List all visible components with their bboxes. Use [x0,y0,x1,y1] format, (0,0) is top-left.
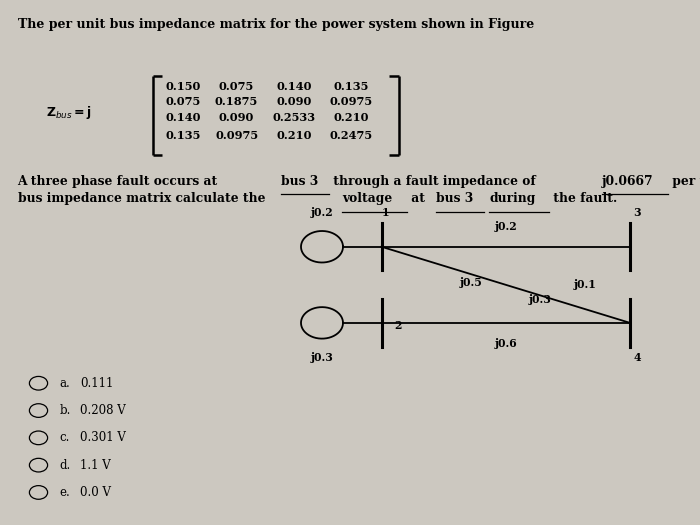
Text: 0.2533: 0.2533 [272,112,316,123]
Text: The per unit bus impedance matrix for the power system shown in Figure: The per unit bus impedance matrix for th… [18,18,533,31]
Text: 3: 3 [634,207,640,218]
Text: 4: 4 [634,352,640,363]
Text: j0.1: j0.1 [573,279,596,290]
Text: 0.0975: 0.0975 [330,97,373,107]
Text: per unit. Using the: per unit. Using the [668,175,700,188]
Text: 0.301 V: 0.301 V [80,432,127,444]
Text: 1.1 V: 1.1 V [80,459,111,471]
Text: 0.135: 0.135 [334,81,369,91]
Text: bus 3: bus 3 [281,175,318,188]
Text: j0.3: j0.3 [311,352,333,363]
Text: 0.075: 0.075 [166,97,201,107]
Text: during: during [489,192,536,205]
Text: 2: 2 [394,320,402,331]
Text: 0.140: 0.140 [166,112,201,123]
Text: the fault.: the fault. [550,192,617,205]
Text: j0.0667: j0.0667 [602,175,653,188]
Text: 0.090: 0.090 [219,112,254,123]
Text: bus 3: bus 3 [436,192,473,205]
Text: 0.090: 0.090 [276,97,312,107]
Text: 0.0 V: 0.0 V [80,486,111,499]
Text: 0.0975: 0.0975 [215,130,258,141]
Text: through a fault impedance of: through a fault impedance of [330,175,540,188]
Text: 0.208 V: 0.208 V [80,404,126,417]
Text: j0.6: j0.6 [494,338,517,349]
Text: a.: a. [60,377,70,390]
Text: 0.210: 0.210 [334,112,369,123]
Text: 0.140: 0.140 [276,81,312,91]
Text: 0.111: 0.111 [80,377,114,390]
Text: voltage: voltage [342,192,393,205]
Text: e.: e. [60,486,70,499]
Text: j0.5: j0.5 [460,277,482,288]
Text: j0.2: j0.2 [311,207,333,218]
Text: 0.075: 0.075 [219,81,254,91]
Text: bus impedance matrix calculate the: bus impedance matrix calculate the [18,192,270,205]
Text: d.: d. [60,459,71,471]
Text: j0.2: j0.2 [494,221,517,232]
Text: 0.2475: 0.2475 [330,130,373,141]
Text: c.: c. [60,432,70,444]
Text: j0.3: j0.3 [529,293,552,304]
Text: 0.210: 0.210 [276,130,312,141]
Text: at: at [407,192,429,205]
Text: 0.1875: 0.1875 [215,97,258,107]
Text: $\mathbf{Z}_{bus}$$\mathbf{ = j}$: $\mathbf{Z}_{bus}$$\mathbf{ = j}$ [46,104,91,121]
Text: b.: b. [60,404,71,417]
Text: 0.135: 0.135 [166,130,201,141]
Text: 1: 1 [382,207,388,218]
Text: 0.150: 0.150 [166,81,201,91]
Text: A three phase fault occurs at: A three phase fault occurs at [18,175,222,188]
